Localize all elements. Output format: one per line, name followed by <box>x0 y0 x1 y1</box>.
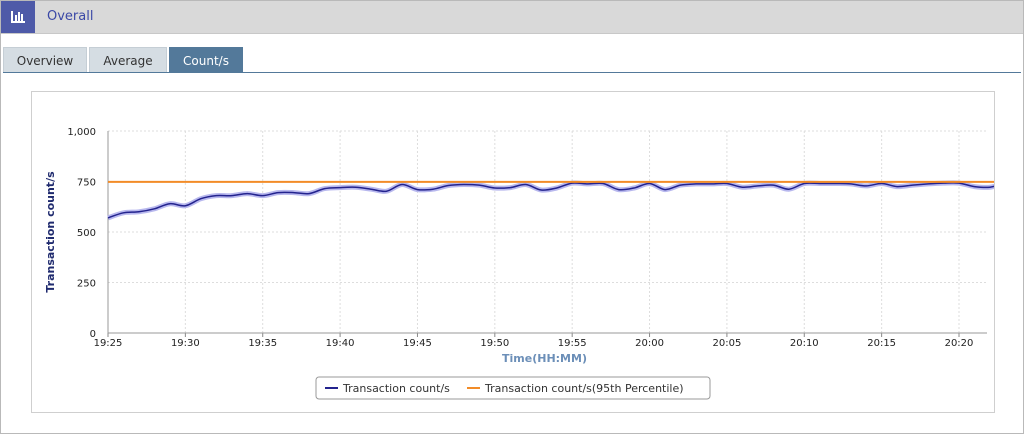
x-tick-label: 19:45 <box>403 338 432 349</box>
x-tick-label: 19:50 <box>480 338 509 349</box>
x-tick-label: 19:55 <box>558 338 587 349</box>
legend-entry-percentile[interactable]: Transaction count/s(95th Percentile) <box>484 382 684 395</box>
y-tick-label: 500 <box>77 228 96 239</box>
y-tick-label: 0 <box>90 329 96 340</box>
y-tick-label: 250 <box>77 279 96 290</box>
x-tick-label: 19:35 <box>248 338 277 349</box>
x-tick-label: 19:40 <box>326 338 355 349</box>
series-line-transaction-count <box>107 182 994 219</box>
x-axis-label: Time(HH:MM) <box>502 352 587 365</box>
x-tick-label: 20:00 <box>635 338 664 349</box>
panel-title: Overall <box>47 9 94 24</box>
panel-header: Overall <box>1 1 1023 34</box>
x-tick-label: 19:25 <box>94 338 123 349</box>
x-tick-label: 20:20 <box>945 338 974 349</box>
tab-underline <box>3 72 1021 73</box>
chart-legend[interactable]: Transaction count/s Transaction count/s(… <box>315 376 711 400</box>
legend-entry-series[interactable]: Transaction count/s <box>342 382 450 395</box>
bar-chart-icon <box>1 1 35 33</box>
y-tick-label: 1,000 <box>67 127 96 138</box>
y-axis-label: Transaction count/s <box>44 171 57 293</box>
transaction-count-chart: 0 250 500 750 1,000 19:25 19:30 19:35 19:40 19:45… <box>44 127 994 400</box>
tab-overview[interactable]: Overview <box>3 47 87 73</box>
series-line-halo <box>107 180 994 221</box>
chart-container: 0 250 500 750 1,000 19:25 19:30 19:35 19:40 19:45… <box>31 91 995 413</box>
tab-average[interactable]: Average <box>89 47 167 73</box>
tab-count-per-second[interactable]: Count/s <box>169 47 243 73</box>
x-tick-label: 20:15 <box>867 338 896 349</box>
x-tick-label: 20:10 <box>790 338 819 349</box>
y-tick-label: 750 <box>77 178 96 189</box>
x-tick-label: 19:30 <box>171 338 200 349</box>
x-tick-label: 20:05 <box>712 338 741 349</box>
